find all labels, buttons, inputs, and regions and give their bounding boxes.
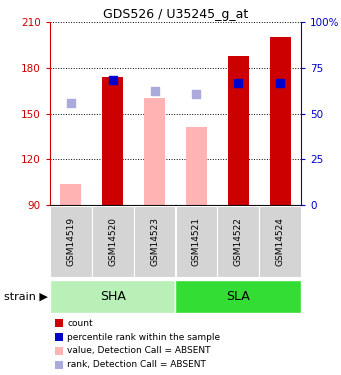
Bar [270, 37, 291, 205]
Bar [55, 333, 63, 341]
Point [236, 80, 241, 86]
Text: GSM14519: GSM14519 [66, 217, 75, 266]
Text: percentile rank within the sample: percentile rank within the sample [67, 333, 220, 342]
Text: rank, Detection Call = ABSENT: rank, Detection Call = ABSENT [67, 360, 206, 369]
Text: strain ▶: strain ▶ [4, 291, 48, 302]
Bar [55, 347, 63, 355]
Text: GSM14521: GSM14521 [192, 217, 201, 266]
Bar [50, 280, 176, 313]
Bar [186, 127, 207, 205]
Point [194, 91, 199, 97]
Bar [102, 77, 123, 205]
Point [110, 77, 116, 83]
Point [277, 80, 283, 86]
Bar [92, 207, 134, 276]
Title: GDS526 / U35245_g_at: GDS526 / U35245_g_at [103, 8, 248, 21]
Bar [176, 207, 217, 276]
Bar [176, 280, 301, 313]
Bar [218, 207, 259, 276]
Bar [50, 207, 92, 276]
Bar [55, 361, 63, 369]
Text: GSM14524: GSM14524 [276, 217, 285, 266]
Text: value, Detection Call = ABSENT: value, Detection Call = ABSENT [67, 346, 210, 355]
Text: GSM14523: GSM14523 [150, 217, 159, 266]
Point [152, 88, 157, 94]
Bar [259, 207, 301, 276]
Text: GSM14520: GSM14520 [108, 217, 117, 266]
Bar [134, 207, 175, 276]
Text: SHA: SHA [100, 290, 126, 303]
Bar [60, 184, 81, 205]
Bar [228, 56, 249, 205]
Bar [144, 98, 165, 205]
Text: SLA: SLA [226, 290, 250, 303]
Text: GSM14522: GSM14522 [234, 217, 243, 266]
Point [68, 100, 74, 106]
Bar [55, 319, 63, 327]
Text: count: count [67, 318, 93, 327]
